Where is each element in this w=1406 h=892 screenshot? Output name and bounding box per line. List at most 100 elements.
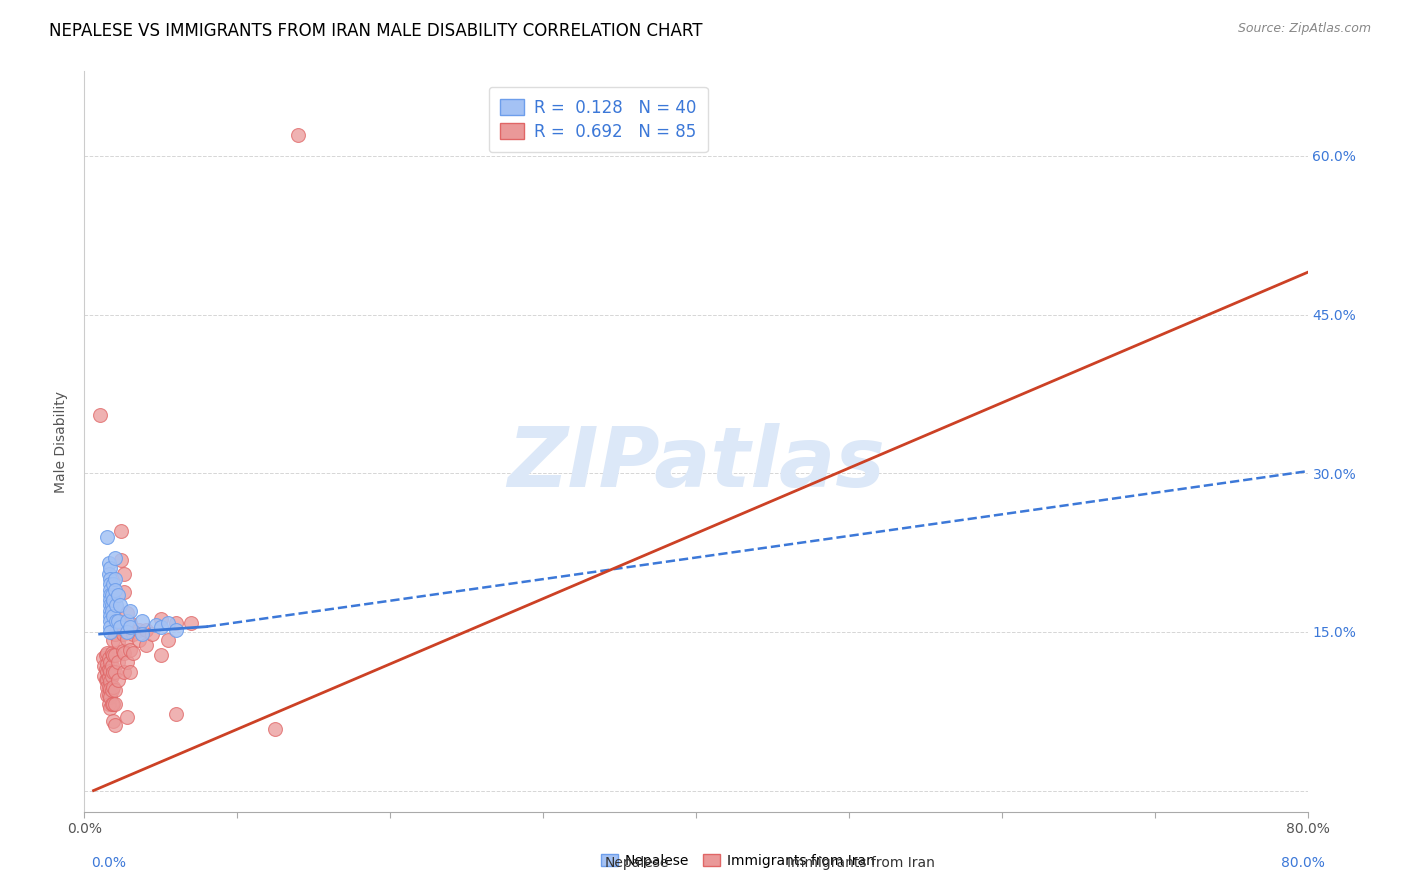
- Point: [115, 606, 138, 620]
- Point: [112, 566, 135, 581]
- Point: [97, 689, 120, 703]
- Point: [131, 615, 153, 629]
- Point: [101, 683, 124, 698]
- Point: [103, 593, 125, 607]
- Point: [103, 697, 125, 711]
- Point: [101, 646, 124, 660]
- Point: [93, 669, 115, 683]
- Point: [165, 707, 187, 722]
- Point: [112, 646, 135, 660]
- Point: [103, 633, 125, 648]
- Point: [128, 623, 150, 637]
- Point: [98, 609, 121, 624]
- Point: [101, 697, 124, 711]
- Point: [101, 658, 124, 673]
- Point: [103, 577, 125, 591]
- Text: NEPALESE VS IMMIGRANTS FROM IRAN MALE DISABILITY CORRELATION CHART: NEPALESE VS IMMIGRANTS FROM IRAN MALE DI…: [49, 22, 703, 40]
- Point: [122, 646, 145, 660]
- Point: [105, 599, 128, 613]
- Point: [101, 588, 124, 602]
- Point: [98, 577, 121, 591]
- Point: [165, 623, 187, 637]
- Point: [98, 572, 121, 586]
- Point: [103, 609, 125, 624]
- Point: [98, 673, 121, 688]
- Point: [157, 633, 180, 648]
- Point: [120, 604, 142, 618]
- Point: [98, 619, 121, 633]
- Point: [98, 582, 121, 597]
- Point: [112, 622, 135, 636]
- Point: [96, 689, 118, 703]
- Point: [287, 128, 309, 142]
- Text: ZIPatlas: ZIPatlas: [508, 423, 884, 504]
- Point: [98, 624, 121, 639]
- Point: [264, 723, 287, 737]
- Point: [149, 612, 172, 626]
- Point: [98, 655, 121, 669]
- Point: [149, 648, 172, 663]
- Point: [91, 651, 114, 665]
- Point: [101, 599, 124, 613]
- Point: [115, 632, 138, 647]
- Point: [110, 524, 132, 539]
- Point: [104, 648, 127, 663]
- Point: [165, 616, 187, 631]
- Text: Nepalese: Nepalese: [605, 856, 669, 871]
- Point: [101, 604, 124, 618]
- Point: [103, 648, 125, 663]
- Point: [112, 584, 135, 599]
- Point: [94, 673, 117, 687]
- Point: [96, 646, 118, 660]
- Point: [103, 680, 125, 694]
- Point: [107, 588, 129, 602]
- Point: [98, 681, 121, 696]
- Point: [115, 615, 138, 629]
- Point: [98, 701, 121, 715]
- Point: [111, 616, 134, 631]
- Point: [112, 665, 135, 679]
- Point: [111, 644, 134, 658]
- Point: [104, 582, 127, 597]
- Point: [120, 643, 142, 657]
- Point: [108, 619, 131, 633]
- Point: [110, 553, 132, 567]
- Point: [157, 616, 180, 631]
- Point: [104, 550, 127, 565]
- Point: [103, 714, 125, 728]
- Text: Source: ZipAtlas.com: Source: ZipAtlas.com: [1237, 22, 1371, 36]
- Point: [93, 658, 115, 673]
- Point: [115, 709, 138, 723]
- Text: 0.0%: 0.0%: [91, 856, 127, 871]
- Point: [98, 599, 121, 613]
- Point: [120, 619, 142, 633]
- Point: [98, 604, 121, 618]
- Point: [96, 657, 118, 671]
- Point: [97, 670, 120, 684]
- Text: Immigrants from Iran: Immigrants from Iran: [787, 856, 935, 871]
- Point: [104, 627, 127, 641]
- Point: [96, 673, 118, 687]
- Point: [104, 697, 127, 711]
- Point: [104, 572, 127, 586]
- Point: [94, 648, 117, 663]
- Point: [96, 530, 118, 544]
- Point: [104, 683, 127, 698]
- Point: [94, 662, 117, 676]
- Point: [135, 623, 157, 637]
- Point: [97, 662, 120, 676]
- Point: [141, 627, 163, 641]
- Point: [104, 665, 127, 679]
- Point: [120, 665, 142, 679]
- Y-axis label: Male Disability: Male Disability: [55, 391, 69, 492]
- Point: [97, 566, 120, 581]
- Point: [97, 556, 120, 570]
- Point: [120, 616, 142, 631]
- Legend: Nepalese, Immigrants from Iran: Nepalese, Immigrants from Iran: [596, 848, 880, 873]
- Point: [96, 665, 118, 679]
- Point: [115, 624, 138, 639]
- Point: [107, 635, 129, 649]
- Point: [98, 690, 121, 705]
- Point: [145, 617, 167, 632]
- Point: [98, 588, 121, 602]
